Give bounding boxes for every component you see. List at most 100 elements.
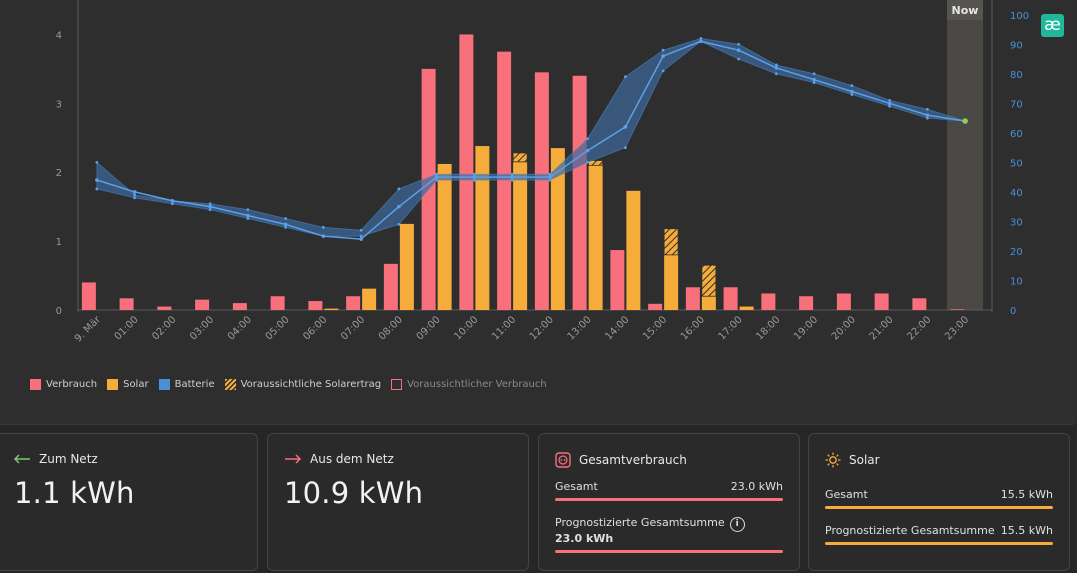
consumption-bar[interactable] — [308, 301, 323, 310]
battery-point[interactable] — [736, 48, 741, 52]
legend-item[interactable]: Voraussichtliche Solarertrag — [224, 379, 381, 390]
solar-bar[interactable] — [324, 308, 339, 310]
consumption-bar[interactable] — [534, 72, 549, 310]
solar-total-bar — [825, 506, 1053, 509]
chart-legend: Verbrauch Solar Batterie Voraussichtliche S… — [30, 379, 547, 390]
legend-item[interactable]: Solar — [107, 379, 149, 390]
consumption-bar[interactable] — [346, 296, 361, 310]
battery-point[interactable] — [962, 118, 968, 124]
info-icon[interactable]: i — [729, 517, 745, 532]
battery-point[interactable] — [548, 175, 552, 179]
app-badge-icon: æ — [1044, 15, 1061, 35]
consumption-bar[interactable] — [685, 287, 700, 310]
battery-point[interactable] — [850, 89, 854, 94]
arrow-right-icon — [285, 454, 302, 464]
battery-line — [96, 40, 966, 240]
solar-total-value: 15.5 kWh — [1000, 488, 1053, 501]
legend-item[interactable]: Voraussichtlicher Verbrauch — [391, 379, 547, 390]
consumption-bar[interactable] — [874, 293, 889, 310]
consumption-bar[interactable] — [648, 303, 663, 310]
battery-band-point — [472, 172, 476, 176]
battery-point[interactable] — [472, 175, 477, 179]
solar-bar[interactable] — [588, 165, 603, 310]
consumption-total-row: Gesamt 23.0 kWh — [555, 480, 783, 493]
consumption-bar[interactable] — [912, 298, 927, 310]
battery-band-point — [435, 172, 439, 176]
solar-bar[interactable] — [437, 163, 452, 310]
battery-point[interactable] — [510, 175, 514, 179]
consumption-total-bar — [555, 498, 783, 501]
legend-item[interactable]: Verbrauch — [30, 379, 97, 390]
battery-band-point — [661, 48, 665, 52]
consumption-bar[interactable] — [497, 51, 512, 311]
y2-tick-label: 10 — [1010, 276, 1023, 287]
x-tick-label: 10:00 — [452, 314, 480, 342]
battery-point[interactable] — [585, 148, 590, 153]
consumption-bar[interactable] — [950, 309, 965, 310]
battery-band-point — [170, 202, 174, 206]
battery-point[interactable] — [812, 77, 816, 82]
y2-tick-label: 0 — [1010, 306, 1016, 317]
solar-total-label: Gesamt — [825, 488, 868, 501]
x-tick-label: 06:00 — [301, 314, 329, 342]
battery-point[interactable] — [208, 204, 212, 209]
battery-band-point — [321, 234, 325, 238]
consumption-bar[interactable] — [383, 263, 398, 310]
consumption-bar[interactable] — [723, 287, 738, 310]
legend-swatch — [30, 379, 41, 390]
solar-bar[interactable] — [513, 161, 528, 310]
consumption-bar[interactable] — [119, 298, 134, 310]
consumption-bar[interactable] — [157, 306, 172, 310]
battery-band-point — [133, 193, 137, 197]
y2-tick-label: 90 — [1010, 40, 1023, 51]
consumption-bar[interactable] — [81, 282, 96, 310]
legend-item[interactable]: Batterie — [158, 379, 215, 390]
solar-bar[interactable] — [399, 223, 414, 310]
consumption-bar[interactable] — [270, 296, 285, 310]
forecast-solar-bar[interactable] — [701, 264, 717, 297]
consumption-bar[interactable] — [195, 299, 210, 310]
consumption-bar[interactable] — [459, 34, 474, 310]
battery-point[interactable] — [661, 54, 665, 58]
battery-band-point — [510, 178, 514, 182]
battery-point[interactable] — [397, 204, 401, 209]
battery-point[interactable] — [887, 101, 892, 106]
consumption-bar[interactable] — [232, 303, 247, 310]
solar-bar[interactable] — [362, 288, 377, 310]
energy-chart: Now 0 1 2 3 4 0 10 20 30 40 50 60 70 80 90 100 9. Mär 0… — [56, 0, 1029, 344]
x-tick-label: 05:00 — [264, 314, 292, 342]
app-badge[interactable]: æ — [1041, 14, 1064, 37]
battery-point[interactable] — [246, 213, 250, 218]
consumption-bar[interactable] — [836, 293, 851, 310]
solar-bar[interactable] — [701, 296, 716, 310]
forecast-solar-bar[interactable] — [512, 152, 528, 163]
solar-bar[interactable] — [626, 190, 641, 310]
solar-bar[interactable] — [475, 146, 490, 310]
solar-bar[interactable] — [739, 306, 754, 310]
consumption-bar[interactable] — [572, 75, 587, 311]
y2-tick-label: 40 — [1010, 188, 1023, 199]
solar-bar[interactable] — [664, 254, 679, 310]
battery-point[interactable] — [359, 237, 363, 241]
consumption-bar[interactable] — [799, 296, 814, 310]
battery-point[interactable] — [95, 178, 99, 182]
battery-point[interactable] — [283, 222, 288, 227]
x-tick-label: 17:00 — [717, 314, 745, 342]
battery-band-point — [586, 137, 590, 141]
legend-swatch — [224, 379, 236, 390]
x-tick-label: 20:00 — [830, 314, 858, 342]
battery-point[interactable] — [132, 190, 137, 194]
battery-point[interactable] — [623, 125, 628, 129]
battery-point[interactable] — [925, 113, 930, 117]
battery-band-point — [812, 72, 816, 76]
battery-band-point — [170, 199, 174, 203]
forecast-solar-bar[interactable] — [663, 228, 679, 256]
battery-point[interactable] — [774, 66, 779, 70]
consumption-bar[interactable] — [610, 250, 625, 310]
x-tick-label: 15:00 — [641, 314, 669, 342]
x-tick-label: 09:00 — [415, 314, 443, 342]
battery-point[interactable] — [434, 175, 439, 179]
y2-tick-label: 50 — [1010, 158, 1023, 169]
consumption-bar[interactable] — [761, 293, 776, 310]
solar-bar[interactable] — [550, 148, 565, 310]
